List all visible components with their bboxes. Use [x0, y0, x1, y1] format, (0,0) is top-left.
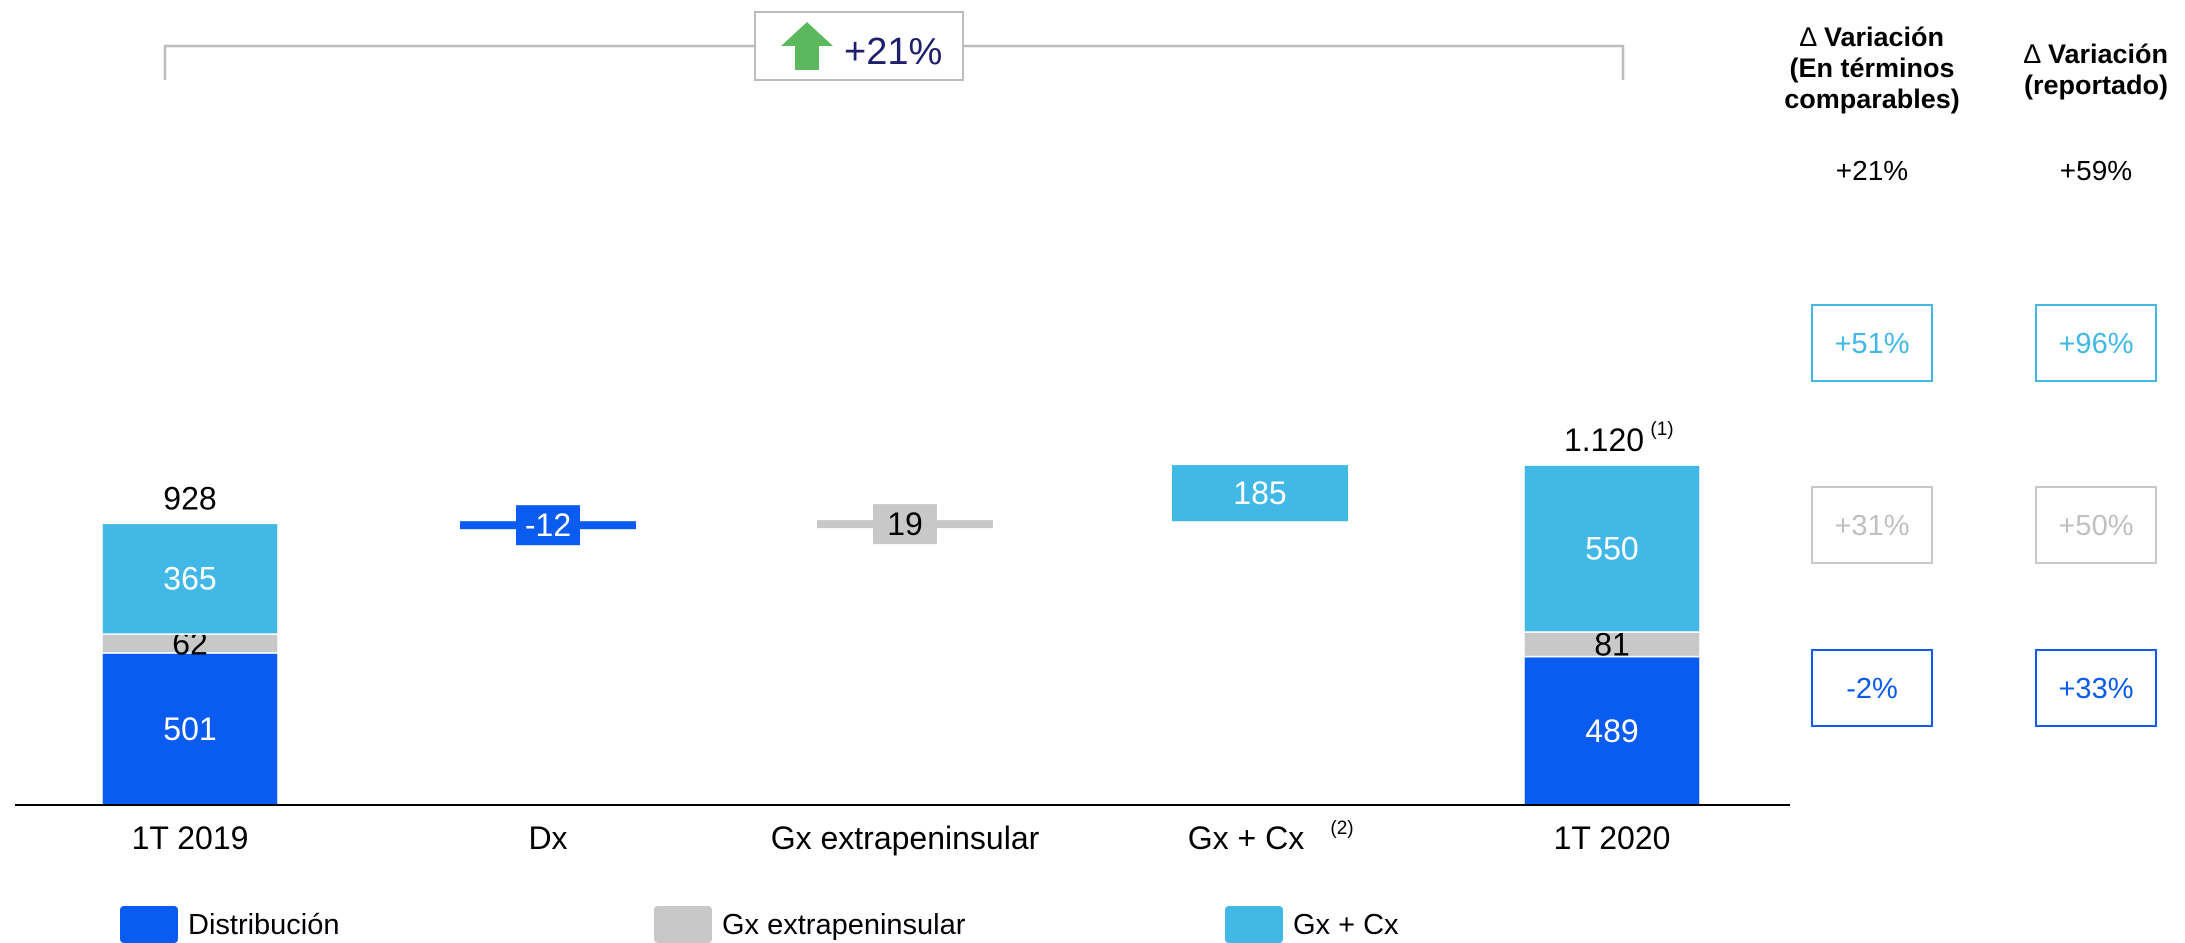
legend: Distribución Gx extrapeninsular Gx + Cx [120, 906, 1399, 943]
variation-box-border [1811, 649, 1933, 727]
bar-label: 550 [1585, 531, 1638, 567]
legend-entry-distribucion: Distribución [120, 906, 340, 943]
bar-label: 365 [163, 561, 216, 597]
variation-value: +31% [1835, 510, 1910, 542]
variation-box-border [2035, 486, 2157, 564]
bar-label: 489 [1585, 713, 1638, 749]
legend-label: Distribución [188, 909, 340, 941]
delta-label-box [873, 504, 937, 545]
bar-segment-distribucion [1523, 655, 1701, 806]
bar-segment-gx_cx [1523, 464, 1701, 633]
x-axis: 1T 2019 Dx Gx extrapeninsular Gx + Cx (2) 1T … [15, 804, 1790, 856]
variation-value: +50% [2059, 510, 2134, 542]
x-tick-label: Gx + Cx [1188, 820, 1304, 856]
delta-label: 19 [887, 506, 923, 542]
growth-bracket: +21% [163, 11, 1625, 81]
delta-3: 185 [1172, 465, 1348, 522]
variation-value: -2% [1846, 673, 1898, 705]
delta-bar-gx_cx [1172, 465, 1348, 522]
legend-entry-gx_extrapeninsular: Gx extrapeninsular [654, 906, 966, 943]
header-spacer [1816, 22, 1824, 52]
delta-2: 19 [817, 504, 993, 545]
variation-box-border [1811, 486, 1933, 564]
x-tick-label: 1T 2019 [132, 820, 249, 856]
variation-box-gx_cx: +51% [1811, 304, 1933, 382]
x-tick-superscript: (2) [1330, 818, 1353, 839]
header-line: Variación [2048, 39, 2168, 69]
header-line: comparables) [1784, 84, 1960, 114]
header-line: Variación [1824, 22, 1944, 52]
header-line: (reportado) [2024, 70, 2168, 100]
x-tick-label: 1T 2020 [1554, 820, 1671, 856]
variation-table: ∆ Variación(En términoscomparables)+21%+… [1784, 22, 2168, 727]
delta-label-box [516, 505, 580, 546]
variation-value: +51% [1835, 328, 1910, 360]
variation-box-border [1811, 304, 1933, 382]
delta-label: -12 [525, 507, 571, 543]
variation-total: +21% [1836, 155, 1908, 186]
header-line: (En términos [1789, 53, 1954, 83]
delta-symbol: ∆ [2024, 39, 2041, 69]
legend-swatch [654, 906, 712, 943]
delta-symbol: ∆ [1800, 22, 1817, 52]
total-label: 928 [163, 480, 216, 516]
variation-value: +96% [2059, 328, 2134, 360]
bar-segment-gx_extrapeninsular [1523, 631, 1701, 658]
legend-swatch [1225, 906, 1283, 943]
header-spacer [2040, 39, 2048, 69]
column-header: ∆ Variación [1800, 22, 1944, 52]
headline-label: +21% [844, 31, 942, 73]
variation-box-distribucion: -2% [1811, 649, 1933, 727]
variation-box-distribucion: +33% [2035, 649, 2157, 727]
variation-box-border [2035, 649, 2157, 727]
up-arrow-icon [781, 22, 833, 70]
x-tick-label: Gx extrapeninsular [771, 820, 1040, 856]
column-header: ∆ Variación [2024, 39, 2168, 69]
variation-value: +33% [2059, 673, 2134, 705]
bar-segment-gx_cx [101, 522, 279, 635]
variation-box-gx_cx: +96% [2035, 304, 2157, 382]
headline-box [754, 11, 964, 81]
legend-label: Gx extrapeninsular [722, 909, 966, 941]
x-tick-label: Dx [528, 820, 567, 856]
legend-swatch [120, 906, 178, 943]
legend-entry-gx_cx: Gx + Cx [1225, 906, 1399, 943]
total-superscript: (1) [1650, 419, 1673, 440]
total-label: 1.120 [1564, 422, 1644, 458]
variation-box-gx_extrapeninsular: +50% [2035, 486, 2157, 564]
variation-box-gx_extrapeninsular: +31% [1811, 486, 1933, 564]
delta-label: 185 [1233, 475, 1286, 511]
variation-column-1: ∆ Variación(reportado) +59% +96% +50% +33% [2024, 39, 2168, 727]
delta-1: -12 [460, 505, 636, 546]
variation-box-border [2035, 304, 2157, 382]
bar-label: 501 [163, 711, 216, 747]
variation-total: +59% [2060, 155, 2132, 186]
legend-label: Gx + Cx [1293, 909, 1399, 941]
